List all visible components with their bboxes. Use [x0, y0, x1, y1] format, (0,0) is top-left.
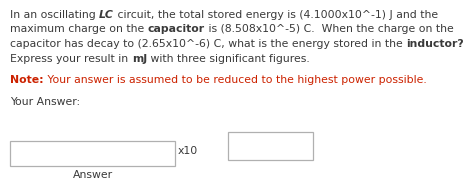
Text: x10: x10 [178, 146, 198, 155]
Text: Your Answer:: Your Answer: [10, 97, 80, 107]
Text: inductor?: inductor? [406, 39, 464, 49]
Text: capacitor has decay to (2.65x10^-6) C, what is the energy stored in the: capacitor has decay to (2.65x10^-6) C, w… [10, 39, 406, 49]
Text: is (8.508x10^-5) C.  When the charge on the: is (8.508x10^-5) C. When the charge on t… [205, 24, 454, 35]
Text: Express your result in: Express your result in [10, 54, 132, 64]
Text: circuit, the total stored energy is (4.1000x10^-1) J and the: circuit, the total stored energy is (4.1… [114, 10, 438, 20]
Text: capacitor: capacitor [148, 24, 205, 35]
Text: maximum charge on the: maximum charge on the [10, 24, 148, 35]
Text: LC: LC [99, 10, 114, 20]
Text: Your answer is assumed to be reduced to the highest power possible.: Your answer is assumed to be reduced to … [44, 75, 427, 85]
Text: Answer: Answer [73, 170, 112, 180]
Text: with three significant figures.: with three significant figures. [147, 54, 310, 64]
Text: In an oscillating: In an oscillating [10, 10, 99, 20]
Text: mJ: mJ [132, 54, 147, 64]
Text: Note:: Note: [10, 75, 44, 85]
